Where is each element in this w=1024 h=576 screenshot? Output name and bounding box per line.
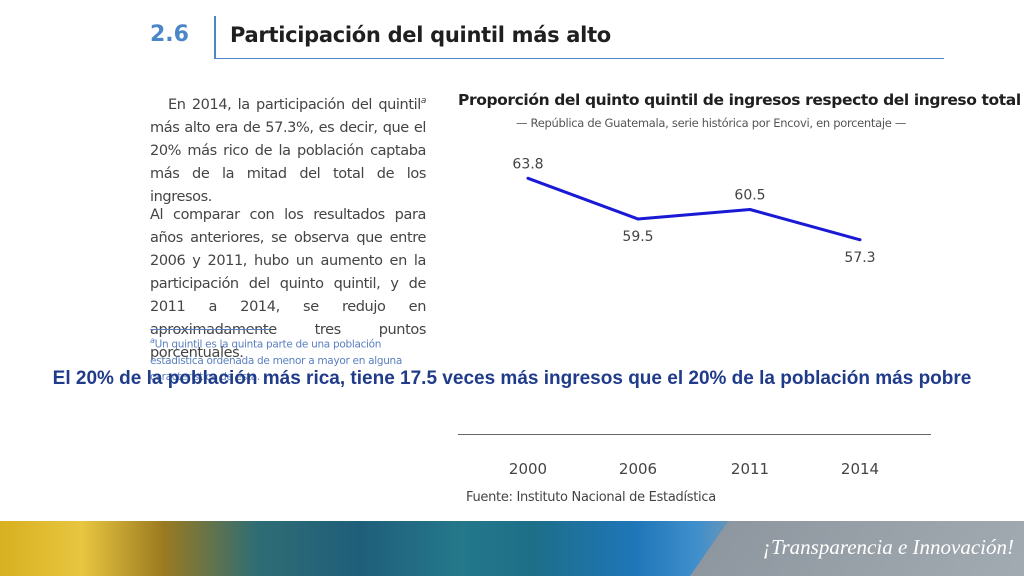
data-label: 59.5 — [622, 229, 653, 245]
series-line — [527, 176, 861, 242]
footnote-sup: a — [150, 336, 155, 345]
footnote: aUn quintil es la quinta parte de una po… — [150, 333, 426, 385]
headline: El 20% de la población más rica, tiene 1… — [52, 368, 972, 389]
data-point — [526, 176, 530, 180]
x-tick-label: 2014 — [841, 460, 879, 478]
data-label: 63.8 — [512, 156, 543, 172]
section-divider — [214, 16, 216, 58]
data-label: 57.3 — [844, 250, 875, 266]
para1-text: En 2014, la participación del quintil — [168, 96, 421, 113]
data-point — [858, 238, 862, 242]
x-axis: 2000 2006 2011 2014 — [509, 460, 879, 478]
title-rule — [214, 58, 944, 59]
line-chart: 63.8 59.5 60.5 57.3 — [512, 156, 875, 266]
x-tick-label: 2011 — [731, 460, 769, 478]
para1-text-rest: más alto era de 57.3%, es decir, que el … — [150, 119, 426, 205]
slogan: ¡Transparencia e Innovación! — [762, 535, 1014, 559]
data-point — [636, 217, 640, 221]
chart-title: Proporción del quinto quintil de ingreso… — [458, 91, 1021, 109]
data-label: 60.5 — [734, 188, 765, 204]
footnote-rule — [150, 329, 270, 330]
footnote-text: Un quintil es la quinta parte de una pob… — [150, 338, 403, 383]
x-tick-label: 2000 — [509, 460, 547, 478]
body-paragraph-2: Al comparar con los resultados para años… — [150, 207, 426, 361]
x-tick-label: 2006 — [619, 460, 657, 478]
source-note: Fuente: Instituto Nacional de Estadístic… — [466, 490, 716, 505]
data-point — [748, 208, 752, 211]
footnote-marker: a — [420, 96, 427, 106]
x-axis-line — [458, 434, 931, 435]
chart-subtitle: — República de Guatemala, serie históric… — [516, 116, 907, 130]
section-number: 2.6 — [150, 22, 189, 47]
section-title: Participación del quintil más alto — [230, 23, 611, 47]
body-paragraph-1: En 2014, la participación del quintila m… — [150, 90, 426, 209]
